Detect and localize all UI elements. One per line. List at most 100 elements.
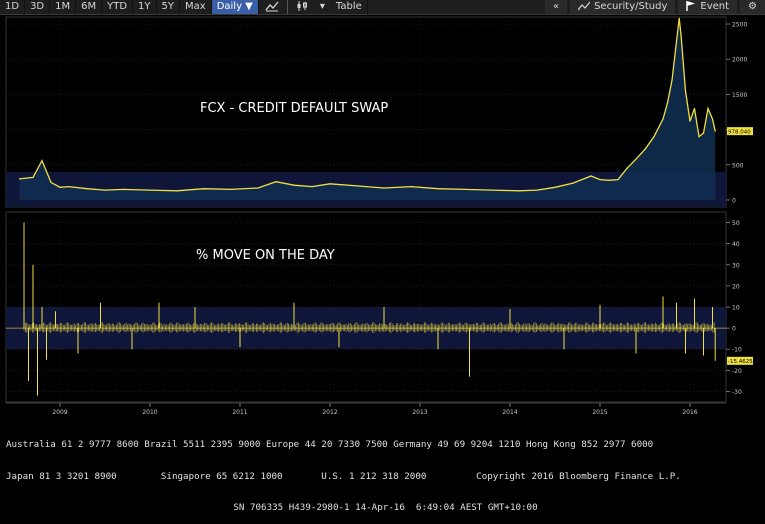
footer-line-2: Japan 81 3 3201 8900 Singapore 65 6212 1… [6,470,681,482]
y-tick-label: 30 [732,262,740,269]
cds-data-point [714,130,716,132]
cds-data-point [437,188,439,190]
flag-icon [686,1,696,11]
cds-data-point [653,136,655,138]
footer-line-1: Australia 61 2 9777 8600 Brazil 5511 239… [6,439,654,450]
y-tick-label: -10 [732,347,742,354]
cds-data-point [572,182,574,184]
cds-data-point [666,102,669,104]
x-tick-label: 2010 [142,409,157,416]
x-tick-label: 2012 [322,409,337,416]
cds-data-point [617,178,619,181]
y-tick-label: 50 [732,220,740,227]
toolbar-right: « Security/Study Event ⚙ [542,0,765,14]
cds-data-point [554,186,556,188]
cds-data-point [41,159,43,162]
cds-data-point [518,190,520,192]
last-value-tag [727,356,753,365]
y-tick-label: 0 [732,197,736,204]
event-label: Event [700,1,730,12]
cds-data-point [149,189,151,191]
security-study-button[interactable]: Security/Study [570,0,676,14]
frequency-dropdown[interactable]: Daily ▼ [211,0,259,14]
period-5y-button[interactable]: 5Y [157,0,181,14]
cds-data-point [59,186,61,188]
footer-line-3: SN 706335 H439-2980-1 14-Apr-16 6:49:04 … [233,502,538,513]
footer: Australia 61 2 9777 8600 Brazil 5511 239… [0,419,765,512]
line-chart-icon[interactable] [259,0,285,14]
period-3d-button[interactable]: 3D [25,0,51,14]
cds-data-point [104,189,106,191]
period-1m-button[interactable]: 1M [50,0,77,14]
cds-data-point [702,132,705,134]
cds-data-point [275,181,277,183]
y-tick-label: -20 [732,368,742,375]
last-value-tag [727,127,753,136]
period-1d-button[interactable]: 1D [0,0,26,14]
cds-data-point [671,79,673,81]
x-tick-label: 2011 [232,409,247,416]
cds-data-point [678,17,680,20]
cds-data-point [675,41,678,43]
x-tick-label: 2013 [412,409,427,416]
chevron-down-icon[interactable]: ▾ [319,1,325,12]
gear-icon[interactable]: ⚙ [740,0,765,14]
cds-data-point [257,187,259,189]
period-1y-button[interactable]: 1Y [133,0,157,14]
x-axis: 2009 2010 2011 2012 2013 2014 2015 2016 [6,402,726,416]
cds-data-point [662,118,664,120]
cds-data-point [122,188,124,191]
last-value-label: 978.040 [728,129,751,135]
study-icon [577,1,591,11]
cds-data-point [356,185,358,187]
cds-data-point [711,118,714,120]
cds-data-point [18,178,21,180]
y-tick-label: 20 [732,283,740,290]
x-tick-label: 2015 [592,409,607,416]
y-tick-label: 1500 [732,92,747,99]
cds-data-point [203,188,205,190]
candlestick-icon[interactable] [290,0,314,14]
cds-data-point [383,187,385,189]
x-tick-label: 2016 [682,409,697,416]
cds-data-point [311,185,313,188]
back-button[interactable]: « [544,0,568,14]
event-button[interactable]: Event [678,0,738,14]
toolbar: 1D 3D 1M 6M YTD 1Y 5Y Max Daily ▼ ▾ Tabl… [0,0,765,15]
period-max-button[interactable]: Max [180,0,212,14]
x-tick-label: 2009 [52,409,67,416]
period-ytd-button[interactable]: YTD [102,0,134,14]
cds-data-point [32,176,34,179]
cds-data-point [693,107,696,110]
y-tick-label: 40 [732,241,740,248]
panel-title: FCX - CREDIT DEFAULT SWAP [200,101,388,116]
x-tick-label: 2014 [502,409,517,416]
last-value-label: -15.4625 [728,359,753,365]
cds-data-point [626,167,628,169]
cds-data-point [293,184,295,186]
cds-data-point [536,189,538,191]
cds-data-point [608,179,610,181]
cds-data-point [635,158,637,160]
period-6m-button[interactable]: 6M [76,0,103,14]
table-button[interactable]: Table [331,0,368,14]
toolbar-divider [286,0,288,14]
cds-data-point [176,190,178,192]
y-tick-label: 10 [732,305,740,312]
cds-data-point [329,183,331,185]
y-tick-label: -30 [732,389,742,396]
cds-data-point [410,185,412,188]
y-tick-label: 0 [732,326,736,333]
cds-data-point [590,175,592,177]
cds-data-point [491,189,493,191]
cds-data-point [680,33,682,36]
y-tick-label: 2000 [732,57,747,64]
y-tick-label: 2500 [732,22,747,29]
cds-area-fill [19,18,716,200]
cds-data-point [230,188,232,191]
cds-data-point [684,90,687,92]
cds-data-point [68,185,70,188]
cds-data-point [689,120,691,122]
panel-title: % MOVE ON THE DAY [196,248,335,263]
